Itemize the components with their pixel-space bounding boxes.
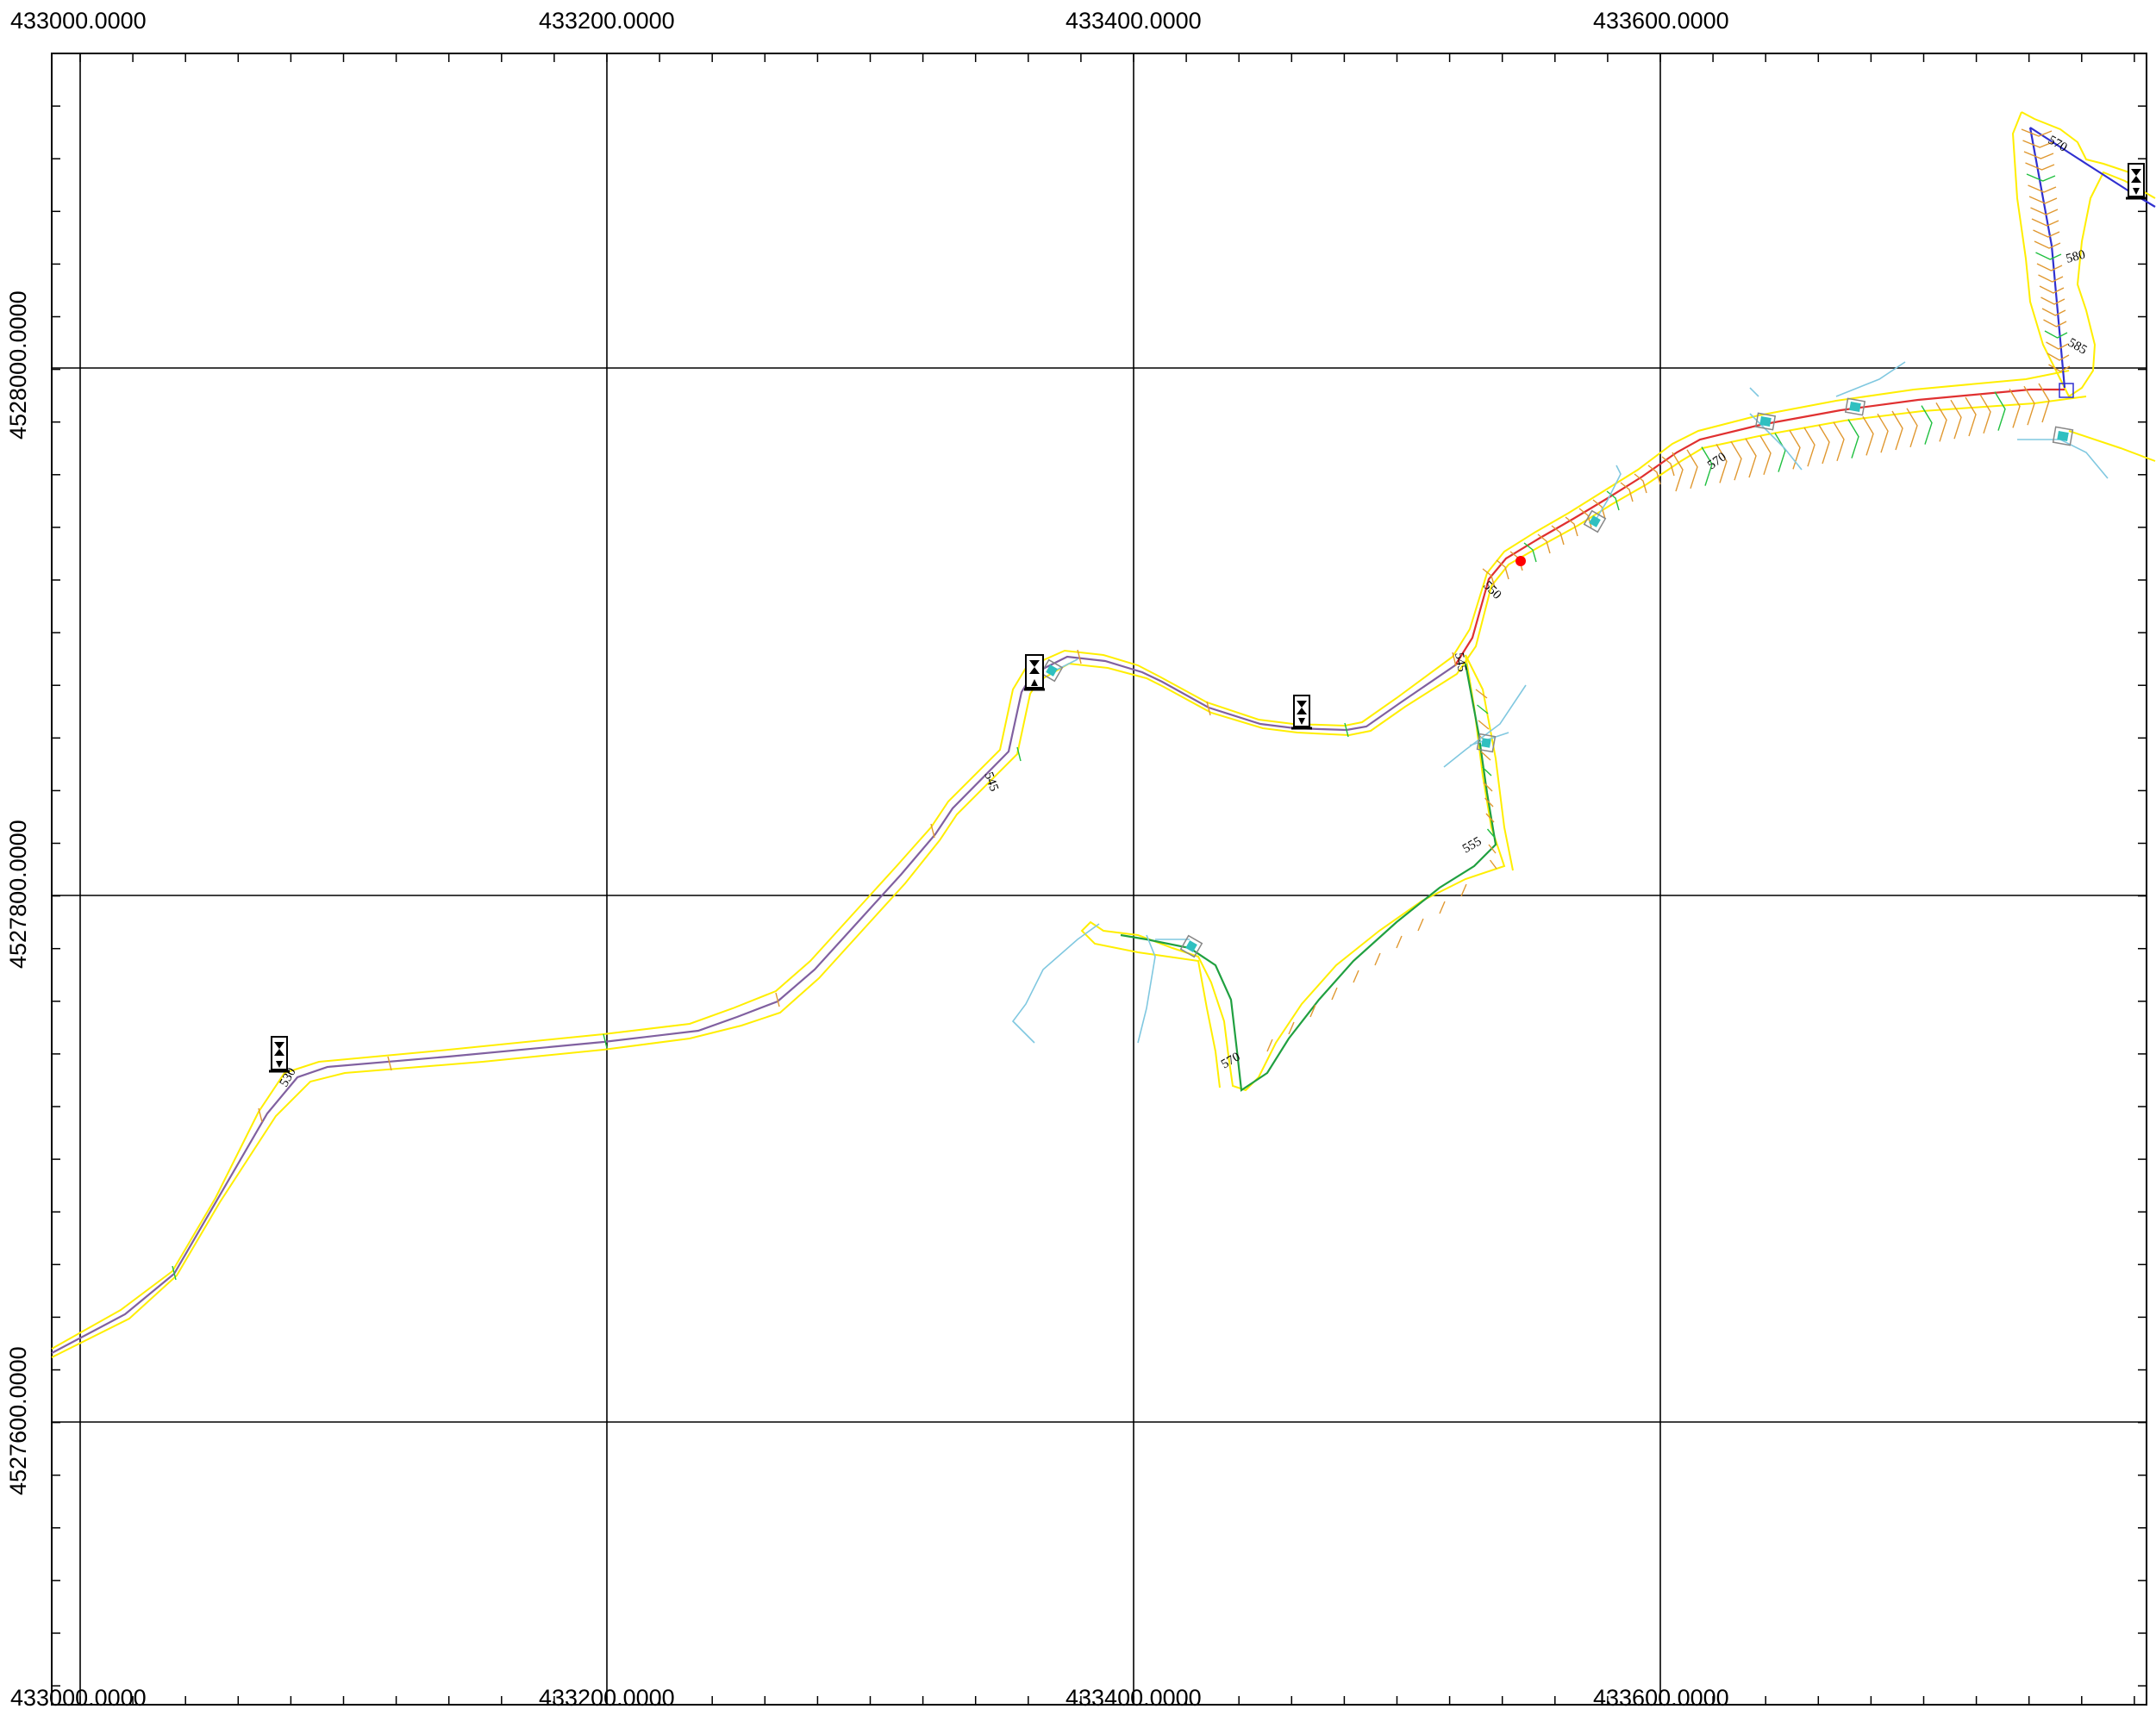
x-coordinate-labels-top: 433000.0000 433200.0000 433400.0000 4336… — [10, 8, 1729, 34]
contour-line — [1965, 397, 1976, 436]
contour-line — [1672, 452, 1683, 491]
contour-line — [1995, 392, 2005, 431]
contour-line — [1490, 860, 1497, 869]
contour-label: 545 — [1452, 652, 1469, 673]
drainage-line — [2017, 440, 2108, 478]
contour-line — [2027, 174, 2055, 181]
contour-line — [1461, 884, 1466, 896]
contour-label: 580 — [2065, 248, 2087, 266]
x-label-top: 433200.0000 — [539, 8, 675, 34]
contour-line — [1440, 901, 1445, 914]
drainage-lines — [1013, 362, 2108, 1043]
road-edges — [52, 112, 2155, 1357]
road-edge-right — [52, 396, 2086, 1357]
contour-line — [2042, 309, 2065, 315]
contour-line — [1332, 988, 1337, 1000]
frame-ticks — [52, 53, 2147, 1705]
road-signs — [269, 164, 2147, 1071]
contour-line — [1951, 400, 1961, 439]
contour-line — [2034, 230, 2060, 237]
contour-line — [2037, 264, 2062, 271]
x-label-top: 433000.0000 — [10, 8, 147, 34]
contour-line — [1418, 919, 1423, 931]
y-label: 4527600.0000 — [5, 1346, 31, 1495]
culverts — [1041, 384, 2073, 957]
contour-line — [2040, 286, 2064, 293]
x-label-top: 433600.0000 — [1593, 8, 1729, 34]
contour-line — [1848, 420, 1859, 458]
contour-line — [1980, 395, 1990, 433]
centerline-east — [1455, 390, 2065, 665]
contour-line — [2032, 219, 2059, 226]
centerline-west — [52, 657, 1455, 1353]
contour-line — [2026, 163, 2055, 170]
contour-line — [2045, 331, 2067, 338]
contour-line — [1760, 436, 1771, 475]
x-label-bottom: 433600.0000 — [1593, 1685, 1729, 1709]
contour-line — [1397, 936, 1402, 948]
x-label-bottom: 433200.0000 — [539, 1685, 675, 1709]
contour-line — [1834, 422, 1844, 461]
road-sign-icon — [2126, 164, 2147, 198]
contour-line — [1863, 416, 1873, 455]
road-edge-left — [52, 371, 2069, 1349]
x-label-bottom: 433400.0000 — [1066, 1685, 1202, 1709]
contour-line — [1478, 720, 1489, 729]
grid-lines — [52, 53, 2147, 1705]
contour-line — [1775, 433, 1785, 472]
contour-line — [1731, 441, 1741, 480]
x-label-bottom: 433000.0000 — [10, 1685, 147, 1709]
contour-line — [388, 1057, 391, 1070]
contour-line — [2047, 342, 2069, 349]
contour-line — [1476, 689, 1487, 698]
contour-line — [2039, 275, 2064, 282]
x-label-top: 433400.0000 — [1066, 8, 1202, 34]
drainage-line — [1836, 362, 1905, 396]
drainage-line — [1138, 935, 1155, 1043]
drainage-line — [1750, 388, 1759, 396]
contour-line — [2024, 152, 2053, 159]
contour-line — [2024, 386, 2034, 425]
y-label: 4528000.0000 — [5, 290, 31, 440]
contour-line — [1892, 411, 1903, 450]
road-centerlines — [52, 128, 2155, 1353]
contour-line — [1878, 414, 1888, 452]
contour-line — [2009, 389, 2020, 427]
contour-line — [1804, 427, 1815, 466]
contour-line — [1353, 970, 1359, 982]
contour-line — [2036, 253, 2062, 259]
drainage-line — [1013, 924, 1099, 1043]
east-edge — [2069, 431, 2155, 461]
road-sign-icon — [1291, 695, 1312, 728]
contour-label: 585 — [2065, 336, 2089, 358]
contour-line — [1907, 409, 1917, 447]
map-frame — [52, 53, 2147, 1705]
contour-line — [1687, 450, 1697, 489]
contour-line — [1936, 402, 1947, 441]
survey-point — [1515, 556, 1526, 566]
contour-line — [1746, 439, 1756, 477]
north-spur-outline-2 — [2022, 112, 2129, 172]
contour-hatching — [172, 129, 2070, 1280]
y-label: 4527800.0000 — [5, 820, 31, 969]
contour-line — [1375, 953, 1380, 965]
culvert-icon — [2053, 427, 2073, 445]
road-sign-icon — [1024, 655, 1045, 689]
contour-line — [1819, 425, 1829, 464]
contour-line — [2044, 320, 2067, 327]
contour-label: 555 — [1460, 834, 1484, 856]
contour-label: 570 — [1705, 450, 1729, 472]
y-coordinate-labels: 4528000.0000 4527800.0000 4527600.0000 — [5, 290, 31, 1495]
contour-line — [2041, 297, 2065, 304]
contour-line — [2034, 241, 2060, 248]
contour-line — [1790, 430, 1800, 469]
